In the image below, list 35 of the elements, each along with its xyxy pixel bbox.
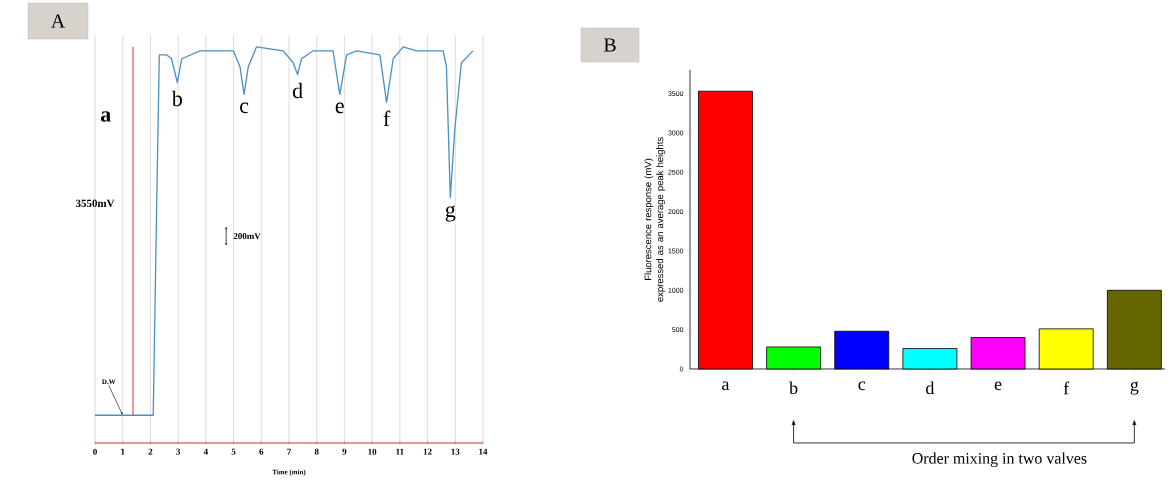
annotation: e xyxy=(335,102,344,114)
x-tick-label: a xyxy=(722,381,730,391)
x-tick-label: 3 xyxy=(176,448,181,455)
x-tick-label: 12 xyxy=(423,448,432,455)
x-tick-label: 13 xyxy=(451,448,460,455)
x-tick-label: 4 xyxy=(203,448,208,455)
ref-line-label: 3550mV xyxy=(75,199,115,208)
x-tick-label: 10 xyxy=(368,448,377,455)
annotation: b xyxy=(171,90,182,107)
x-tick-label: 14 xyxy=(479,448,488,455)
x-tick-label: e xyxy=(994,381,1002,391)
annotation: 200mV xyxy=(233,233,261,240)
x-tick-label: d xyxy=(926,381,935,395)
annotation: d xyxy=(292,82,303,99)
x-tick-label: 0 xyxy=(93,448,97,455)
annotation: g xyxy=(445,205,456,222)
annotation: c xyxy=(240,102,249,114)
x-tick-label: 6 xyxy=(259,448,264,455)
x-tick-label: 5 xyxy=(231,448,236,455)
x-tick-label: 7 xyxy=(287,448,292,455)
annotation: f xyxy=(383,110,391,126)
chart-title: A xyxy=(51,14,66,28)
x-tick-label: g xyxy=(1130,381,1139,395)
x-tick-label: 1 xyxy=(121,448,125,455)
x-tick-label: 9 xyxy=(342,448,347,455)
x-tick-label: f xyxy=(1063,381,1070,395)
x-tick-label: 11 xyxy=(396,448,404,455)
x-tick-label: 8 xyxy=(314,448,319,455)
text: Order mixing in two valves xyxy=(912,452,1087,467)
x-tick-label: c xyxy=(858,381,866,391)
x-tick-label: b xyxy=(789,381,798,395)
y-axis-title: Fluorescence response (mV) expressed as an average peak heights xyxy=(644,137,666,302)
annotation: a xyxy=(100,111,111,122)
x-tick-label: 2 xyxy=(148,448,153,455)
chart-title: B xyxy=(603,38,616,52)
